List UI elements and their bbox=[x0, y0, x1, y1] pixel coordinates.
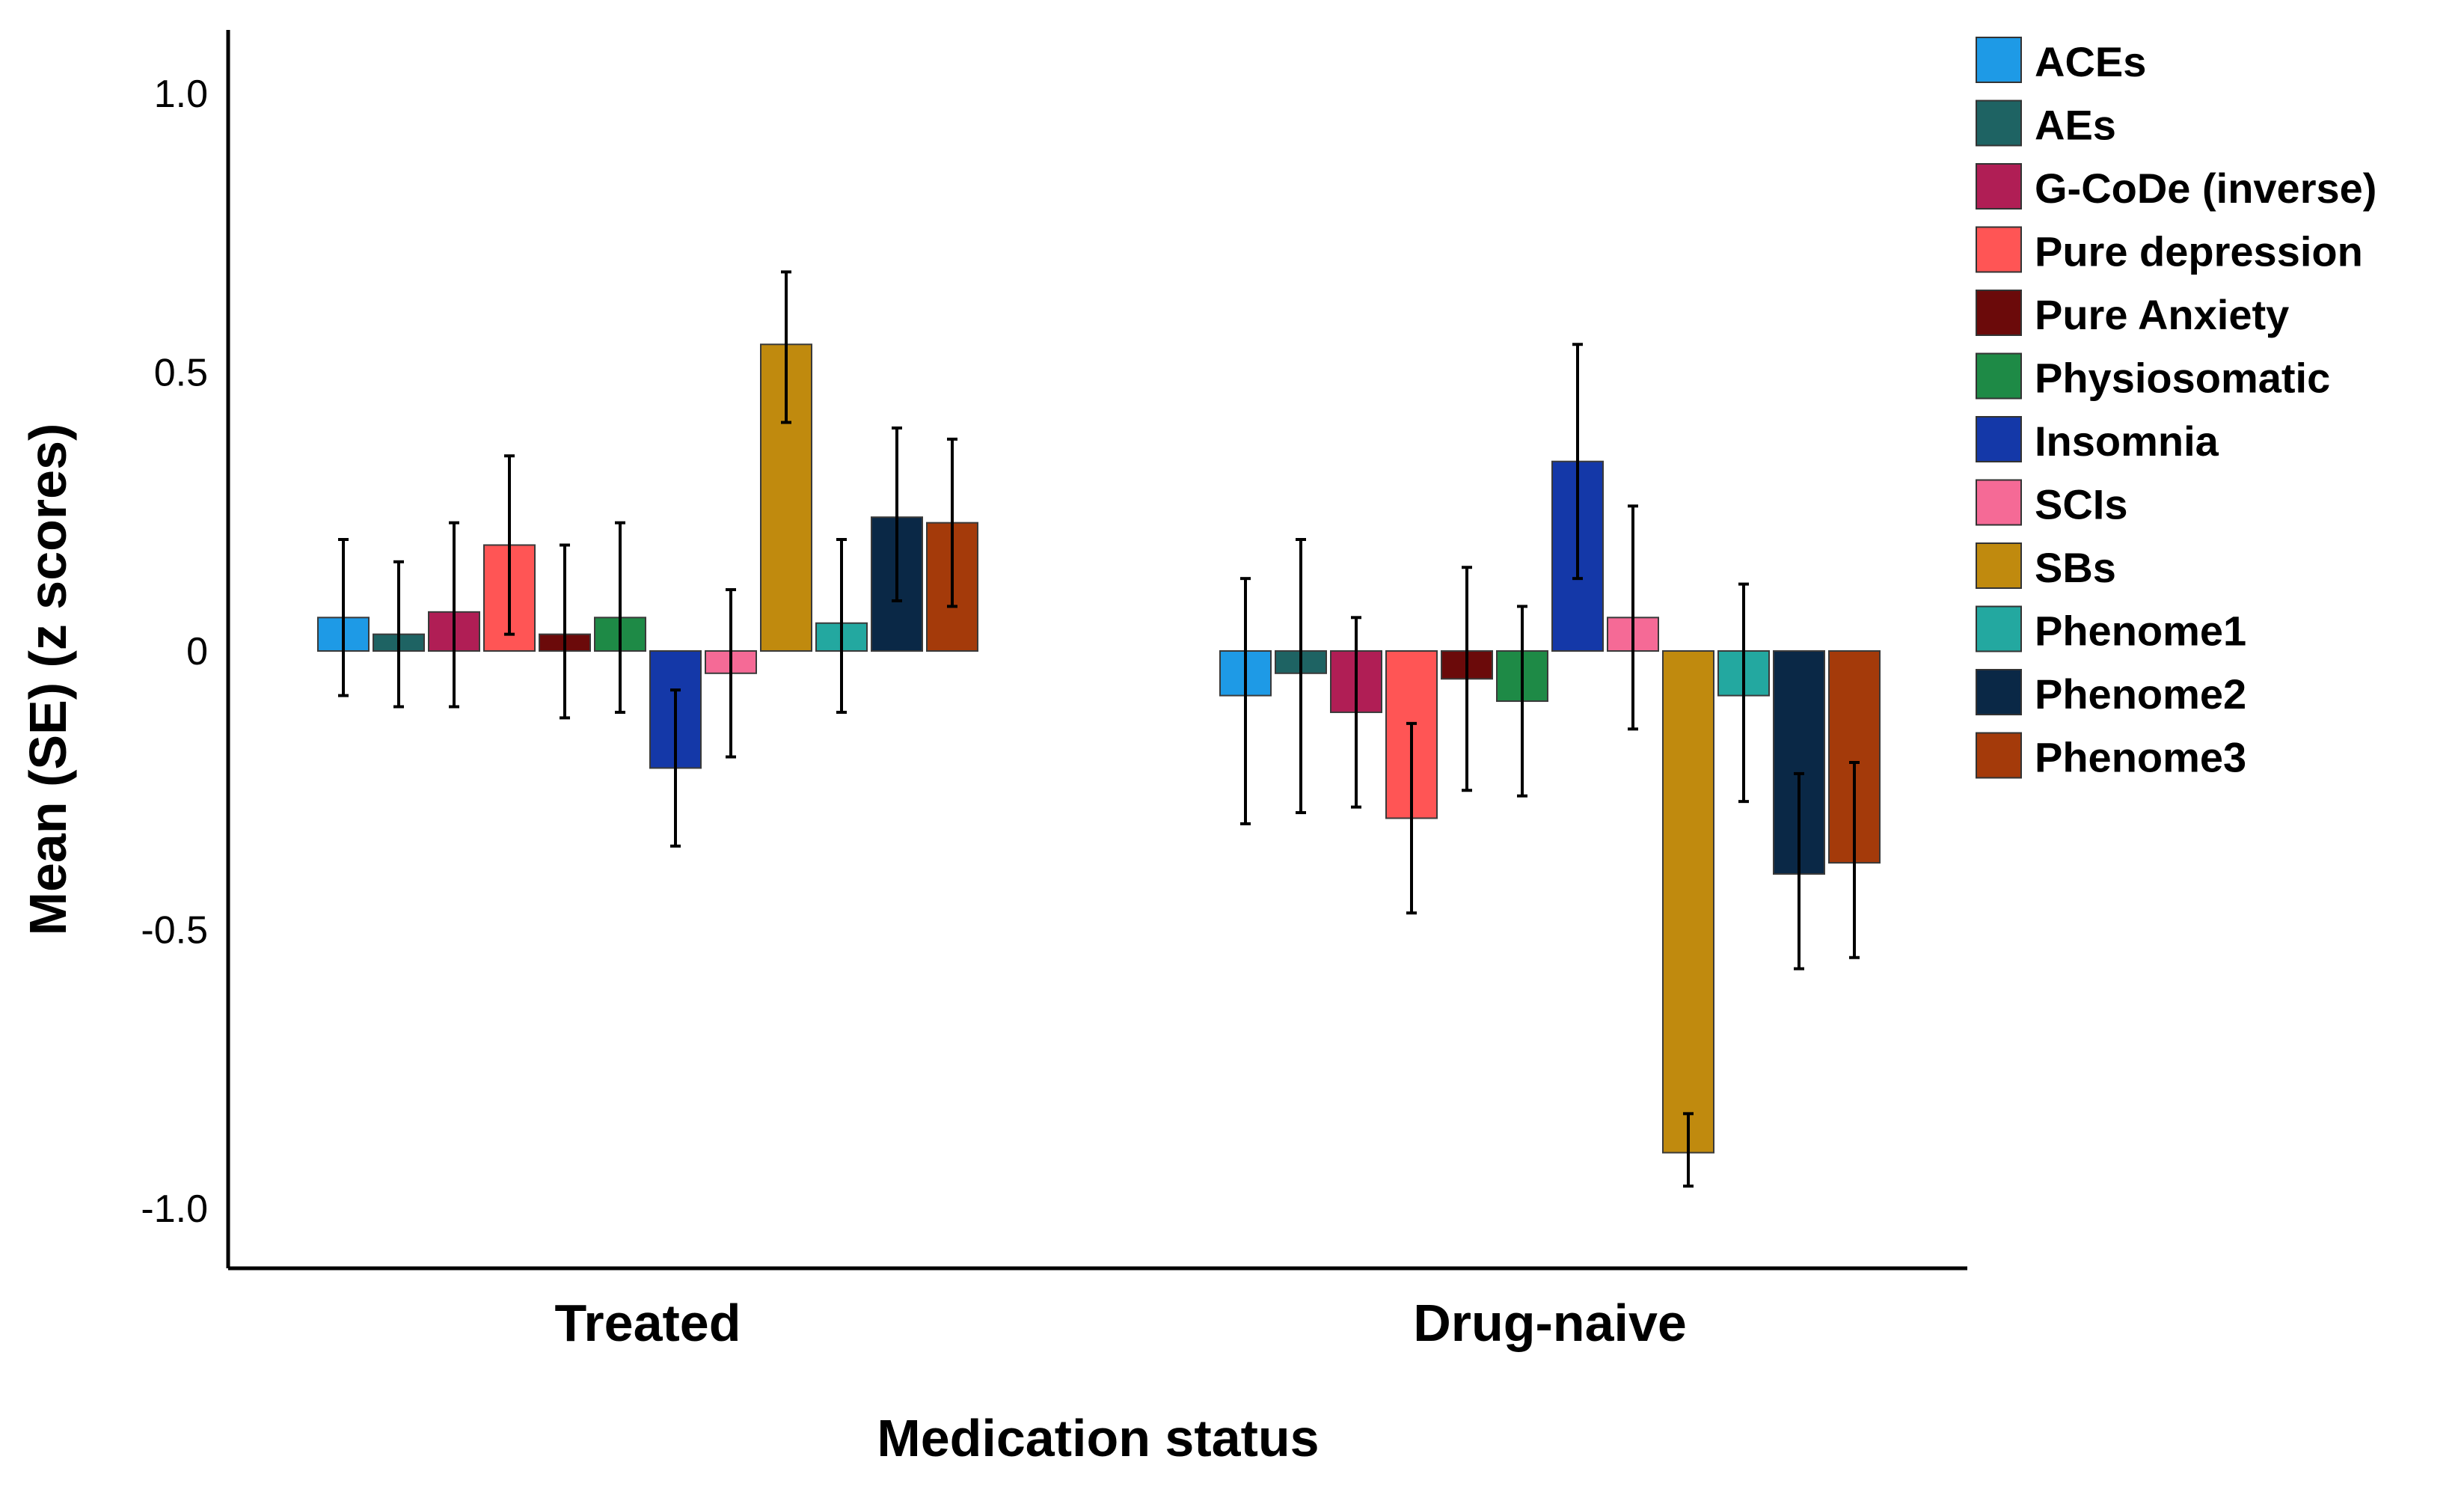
legend-label: Phenome2 bbox=[2035, 670, 2246, 718]
legend-label: SCIs bbox=[2035, 481, 2128, 528]
legend-swatch bbox=[1976, 100, 2022, 147]
x-tick-label: Drug-naive bbox=[1413, 1294, 1687, 1352]
y-tick-label: 1.0 bbox=[154, 73, 208, 116]
legend-label: ACEs bbox=[2035, 38, 2146, 85]
legend-label: Phenome1 bbox=[2035, 608, 2246, 655]
legend-swatch bbox=[1976, 732, 2022, 779]
legend-swatch bbox=[1976, 605, 2022, 652]
legend-swatch bbox=[1976, 352, 2022, 400]
legend-label: Pure depression bbox=[2035, 228, 2363, 275]
legend-label: Pure Anxiety bbox=[2035, 291, 2289, 338]
legend-swatch bbox=[1976, 669, 2022, 715]
legend: ACEs AEs G-CoDe (inverse) Pure depression Pu… bbox=[1976, 37, 2376, 781]
y-tick-label: -1.0 bbox=[141, 1187, 208, 1231]
x-axis-title: Medication status bbox=[877, 1409, 1319, 1467]
legend-label: G-CoDe (inverse) bbox=[2035, 165, 2376, 212]
legend-label: Phenome3 bbox=[2035, 734, 2246, 781]
x-axis-ticks: Treated Drug-naive bbox=[555, 1294, 1687, 1352]
legend-label: Insomnia bbox=[2035, 418, 2219, 465]
legend-label: Physiosomatic bbox=[2035, 355, 2330, 402]
bars-group bbox=[317, 343, 1881, 1154]
legend-label: SBs bbox=[2035, 544, 2116, 591]
x-tick-label: Treated bbox=[555, 1294, 741, 1352]
y-tick-label: 0 bbox=[186, 630, 208, 673]
legend-swatch bbox=[1976, 163, 2022, 210]
y-axis-ticks: 1.0 0.5 0 -0.5 -1.0 bbox=[141, 73, 208, 1231]
bar bbox=[1662, 650, 1714, 1154]
legend-swatch bbox=[1976, 226, 2022, 273]
y-tick-label: -0.5 bbox=[141, 909, 208, 953]
error-bars-group bbox=[338, 270, 1860, 1188]
legend-swatch bbox=[1976, 37, 2022, 83]
y-axis-title: Mean (SE) (z scores) bbox=[19, 424, 77, 936]
legend-swatch bbox=[1976, 290, 2022, 336]
legend-swatch bbox=[1976, 416, 2022, 462]
legend-label: AEs bbox=[2035, 102, 2116, 149]
legend-swatch bbox=[1976, 479, 2022, 526]
y-tick-label: 0.5 bbox=[154, 352, 208, 395]
legend-swatch bbox=[1976, 542, 2022, 589]
